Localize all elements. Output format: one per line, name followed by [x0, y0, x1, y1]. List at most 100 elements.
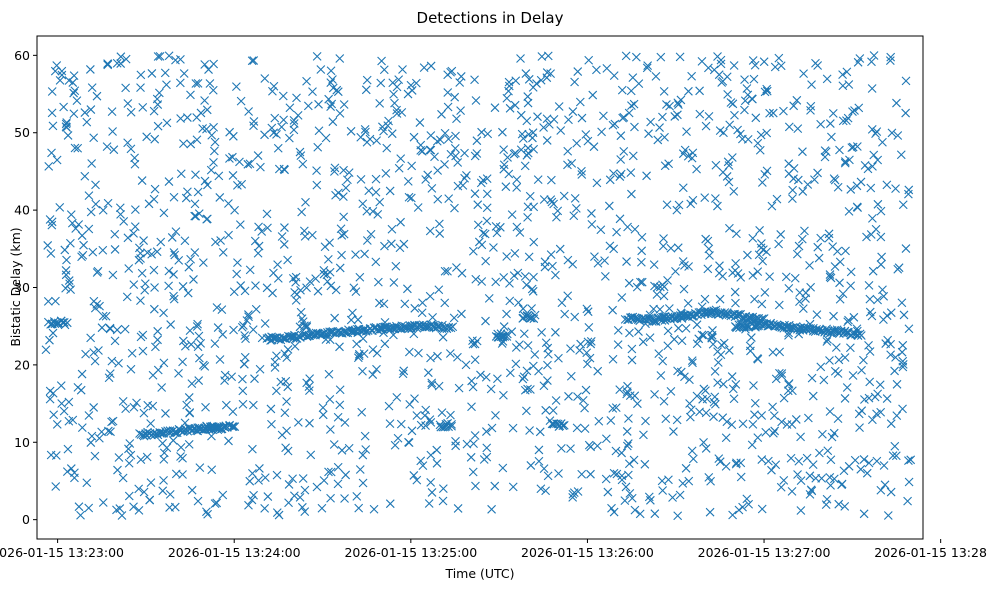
data-point — [137, 176, 147, 185]
data-point — [468, 246, 478, 256]
data-point — [644, 492, 654, 502]
data-point — [584, 55, 594, 65]
y-tick-label: 60 — [14, 48, 30, 63]
data-point — [543, 376, 552, 385]
data-point — [153, 335, 162, 345]
data-point — [49, 410, 59, 420]
data-point — [296, 285, 305, 295]
data-point — [709, 412, 718, 422]
data-point — [726, 98, 736, 107]
data-point — [549, 114, 559, 124]
data-point — [859, 355, 868, 365]
data-point — [165, 489, 175, 499]
data-point — [419, 63, 429, 73]
data-point — [862, 468, 872, 478]
data-point — [329, 440, 339, 449]
data-point — [194, 331, 204, 341]
data-point — [559, 191, 569, 201]
data-point — [617, 293, 627, 302]
data-point — [266, 404, 276, 414]
data-point — [317, 503, 327, 513]
data-point — [770, 62, 780, 72]
data-point — [638, 337, 648, 347]
data-point — [302, 76, 311, 86]
data-point — [324, 94, 334, 104]
data-point — [356, 132, 366, 142]
y-tick-label: 30 — [14, 280, 30, 295]
data-point — [277, 122, 287, 132]
data-point — [115, 203, 125, 213]
data-point — [617, 448, 627, 458]
data-point — [176, 452, 185, 461]
data-point — [753, 354, 763, 364]
data-point — [720, 308, 730, 317]
data-point — [82, 117, 92, 127]
data-point — [727, 420, 737, 430]
data-point — [263, 492, 273, 501]
data-point — [701, 444, 711, 453]
data-point — [427, 184, 437, 193]
data-point — [307, 230, 317, 240]
data-point — [866, 230, 876, 239]
data-point — [98, 311, 108, 321]
data-point — [499, 390, 508, 400]
data-point — [537, 52, 547, 61]
data-point — [64, 276, 74, 285]
data-point — [701, 234, 711, 244]
data-point — [277, 232, 287, 241]
data-point — [568, 489, 578, 499]
data-point — [321, 133, 331, 143]
data-point — [747, 440, 757, 450]
data-point — [792, 95, 802, 105]
data-point — [527, 284, 537, 294]
data-point — [159, 475, 168, 485]
data-point — [713, 358, 723, 367]
data-point — [653, 135, 663, 145]
data-point — [355, 272, 365, 282]
data-point — [426, 353, 435, 363]
data-point — [759, 57, 769, 67]
data-point — [867, 57, 876, 67]
data-point — [278, 91, 288, 101]
data-point — [360, 249, 369, 259]
data-point — [386, 239, 396, 249]
data-point — [276, 377, 286, 387]
data-point — [749, 381, 758, 390]
data-point — [194, 353, 204, 363]
data-point — [249, 490, 258, 500]
data-point — [846, 267, 856, 277]
data-point — [296, 151, 306, 160]
data-point — [518, 304, 528, 314]
data-point — [327, 99, 337, 109]
data-point — [616, 169, 626, 179]
data-point — [175, 78, 185, 88]
data-point — [873, 199, 883, 209]
data-point — [625, 488, 635, 498]
data-point — [130, 205, 140, 215]
data-point — [126, 144, 136, 154]
data-point — [891, 184, 900, 194]
data-point — [556, 126, 566, 135]
data-point — [48, 121, 58, 131]
data-point — [150, 134, 160, 144]
data-point — [305, 374, 315, 384]
data-point — [866, 183, 876, 193]
data-point — [899, 310, 909, 320]
data-point — [505, 103, 515, 113]
data-point — [516, 145, 526, 155]
data-point — [705, 507, 715, 517]
data-point — [658, 486, 668, 495]
data-point — [796, 432, 805, 442]
data-point — [539, 123, 548, 132]
data-point — [725, 223, 734, 233]
data-point — [55, 203, 65, 212]
data-point — [793, 470, 802, 479]
data-point — [523, 98, 533, 108]
data-point — [440, 422, 450, 432]
data-point — [149, 304, 159, 314]
data-point — [898, 359, 908, 369]
data-point — [793, 175, 803, 185]
data-point — [722, 172, 732, 181]
data-point — [52, 419, 62, 429]
